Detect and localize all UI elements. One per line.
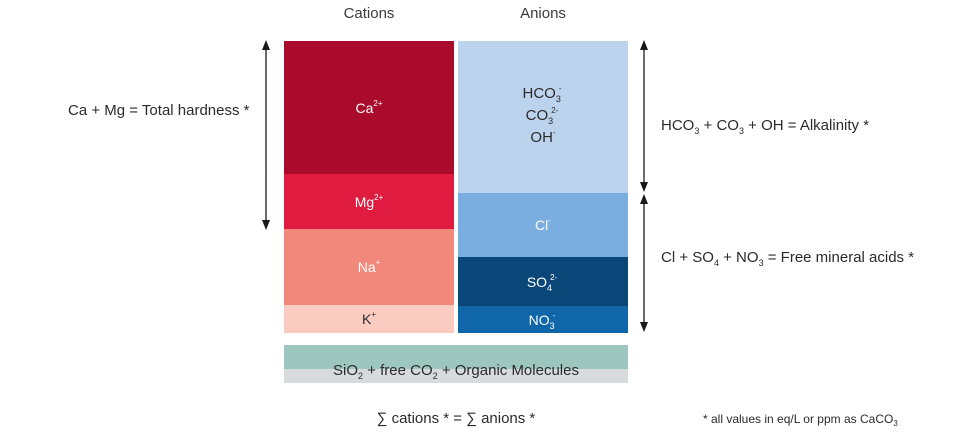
alkalinity-arrow: [640, 40, 648, 192]
free-acids-arrow: [640, 194, 648, 332]
cl-block: Cl-: [458, 193, 628, 257]
so4-label: SO42-: [526, 272, 558, 293]
no3-label: NO3-: [528, 310, 556, 331]
alkalinity-ions: HCO3- CO32- OH-: [522, 84, 563, 150]
na-block: Na+: [284, 229, 454, 305]
mg-label: Mg2+: [354, 192, 384, 210]
ca-block: Ca2+: [284, 41, 454, 174]
hardness-arrow: [262, 40, 270, 230]
footnote: * all values in eq/L or ppm as CaCO3: [703, 412, 898, 428]
na-label: Na+: [357, 258, 381, 275]
alkalinity-label: HCO3 + CO3 + OH = Alkalinity *: [661, 117, 870, 136]
oh-label: OH-: [530, 128, 556, 146]
no3-block: NO3-: [458, 306, 628, 333]
k-block: K+: [284, 305, 454, 333]
free-mineral-acids-label: Cl + SO4 + NO3 = Free mineral acids *: [661, 249, 915, 268]
balance-equation: ∑ cations * = ∑ anions *: [376, 410, 536, 427]
anions-header: Anions: [520, 5, 566, 22]
neutral-species-label: SiO2 + free CO2 + Organic Molecules: [333, 362, 579, 381]
so4-block: SO42-: [458, 257, 628, 306]
cl-label: Cl-: [535, 216, 551, 233]
hco3-label: HCO3-: [522, 84, 562, 104]
k-label: K+: [361, 310, 376, 327]
alkalinity-block: HCO3- CO32- OH-: [458, 41, 628, 193]
mg-block: Mg2+: [284, 174, 454, 229]
ca-label: Ca2+: [355, 98, 383, 116]
co3-label: CO32-: [525, 106, 559, 126]
cations-header: Cations: [343, 5, 395, 22]
neutral-species-bar: SiO2 + free CO2 + Organic Molecules: [284, 345, 628, 383]
total-hardness-label: Ca + Mg = Total hardness *: [68, 102, 250, 119]
